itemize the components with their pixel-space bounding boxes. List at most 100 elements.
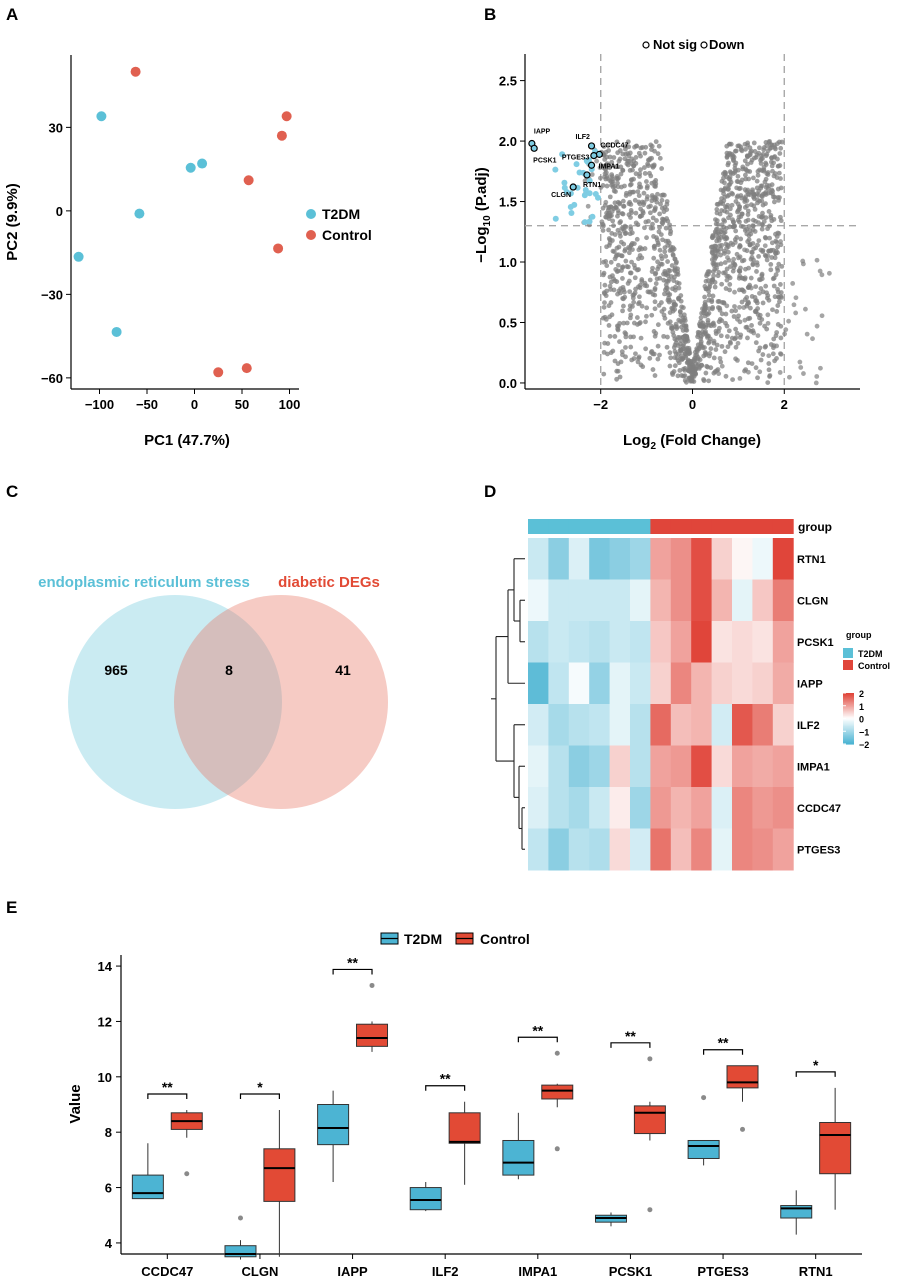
- not-sig-point: [632, 275, 638, 281]
- not-sig-point: [766, 361, 772, 366]
- not-sig-point: [731, 256, 737, 262]
- not-sig-point: [763, 235, 769, 241]
- not-sig-point: [790, 281, 796, 286]
- not-sig-point: [652, 243, 657, 249]
- not-sig-point: [736, 313, 741, 319]
- not-sig-point: [711, 261, 717, 267]
- not-sig-point: [769, 163, 775, 169]
- not-sig-point: [609, 159, 615, 165]
- not-sig-point: [763, 201, 768, 207]
- not-sig-point: [721, 217, 726, 223]
- color-scale-step: [843, 721, 854, 723]
- not-sig-point: [628, 215, 633, 220]
- not-sig-point: [763, 190, 769, 195]
- heatmap-cell: [548, 787, 570, 829]
- not-sig-point: [621, 320, 627, 326]
- not-sig-point: [718, 246, 724, 252]
- not-sig-point: [746, 176, 752, 182]
- not-sig-point: [732, 162, 738, 168]
- not-sig-point: [706, 353, 712, 359]
- significance-marker: *: [813, 1057, 819, 1073]
- not-sig-point: [636, 294, 642, 300]
- color-scale-step: [843, 699, 854, 702]
- color-scale-step: [843, 733, 854, 736]
- xlabel-subscript: 2: [650, 441, 656, 452]
- xlabel-rest: (Fold Change): [656, 432, 761, 449]
- down-point: [581, 192, 588, 199]
- not-sig-point: [739, 148, 745, 154]
- not-sig-point: [655, 240, 661, 246]
- not-sig-point: [672, 256, 678, 262]
- color-scale-step: [843, 707, 854, 709]
- not-sig-point: [615, 180, 620, 186]
- not-sig-point: [756, 253, 762, 259]
- not-sig-point: [643, 346, 649, 352]
- not-sig-point: [769, 187, 775, 193]
- color-scale-step: [843, 726, 854, 729]
- not-sig-point: [655, 191, 660, 197]
- color-scale-step: [843, 717, 854, 720]
- not-sig-point: [604, 263, 610, 269]
- not-sig-point: [606, 142, 612, 148]
- heatmap-cell: [772, 579, 794, 622]
- not-sig-point: [628, 344, 634, 350]
- not-sig-point: [677, 368, 683, 373]
- not-sig-point: [732, 170, 738, 175]
- not-sig-point: [718, 252, 724, 258]
- volcano-y-axis-title: −Log10 (P.adj): [473, 167, 493, 262]
- not-sig-point: [701, 353, 707, 359]
- pca-x-tick-label: −100: [85, 397, 114, 412]
- pca-x-axis-title: PC1 (47.7%): [144, 432, 230, 449]
- labeled-gene-point: [587, 142, 596, 150]
- pca-point-control: [281, 111, 292, 122]
- significance-marker: **: [440, 1071, 451, 1087]
- not-sig-point: [602, 166, 608, 172]
- significance-marker: **: [625, 1028, 636, 1044]
- not-sig-point: [751, 246, 757, 252]
- not-sig-point: [713, 328, 719, 334]
- heatmap-cell: [711, 704, 733, 746]
- boxplot-box-control: [541, 1084, 574, 1100]
- not-sig-point: [767, 373, 773, 378]
- color-scale-step: [843, 719, 854, 722]
- not-sig-point: [622, 248, 628, 254]
- not-sig-point: [712, 252, 718, 258]
- not-sig-point: [633, 351, 638, 357]
- not-sig-point: [719, 363, 725, 369]
- not-sig-point: [601, 144, 607, 149]
- volcano-y-tick-label: 1.0: [499, 255, 517, 270]
- not-sig-point: [777, 299, 782, 305]
- heatmap-cell: [568, 745, 590, 788]
- not-sig-point: [655, 151, 661, 157]
- not-sig-point: [640, 199, 645, 205]
- down-point: [552, 215, 559, 222]
- not-sig-point: [733, 344, 739, 350]
- boxplot-box-t2dm: [317, 1104, 350, 1146]
- down-point: [568, 210, 575, 217]
- heatmap-cell: [528, 787, 549, 829]
- not-sig-point: [640, 145, 645, 150]
- pca-y-tick-label: 0: [56, 204, 63, 219]
- not-sig-point: [703, 278, 709, 284]
- not-sig-point: [757, 145, 762, 151]
- annotation-cell-control: [691, 519, 713, 534]
- not-sig-point: [735, 208, 741, 213]
- not-sig-point: [679, 320, 685, 325]
- not-sig-point: [627, 289, 633, 295]
- not-sig-point: [686, 368, 691, 373]
- not-sig-point: [619, 253, 625, 259]
- volcano-gene-label: ILF2: [576, 134, 590, 141]
- boxplot-box-control: [633, 1105, 666, 1135]
- not-sig-point: [638, 167, 643, 173]
- not-sig-point: [620, 276, 625, 281]
- not-sig-point: [765, 172, 771, 177]
- not-sig-point: [656, 143, 662, 149]
- volcano-x-axis-title: Log2 (Fold Change): [623, 432, 761, 452]
- not-sig-point: [757, 320, 763, 326]
- pca-y-tick-label: −30: [41, 287, 63, 302]
- heatmap-cell: [589, 538, 611, 580]
- not-sig-point: [739, 258, 745, 264]
- not-sig-point: [608, 259, 614, 265]
- heatmap-row-label: PTGES3: [797, 844, 840, 856]
- heatmap-cell: [711, 745, 733, 788]
